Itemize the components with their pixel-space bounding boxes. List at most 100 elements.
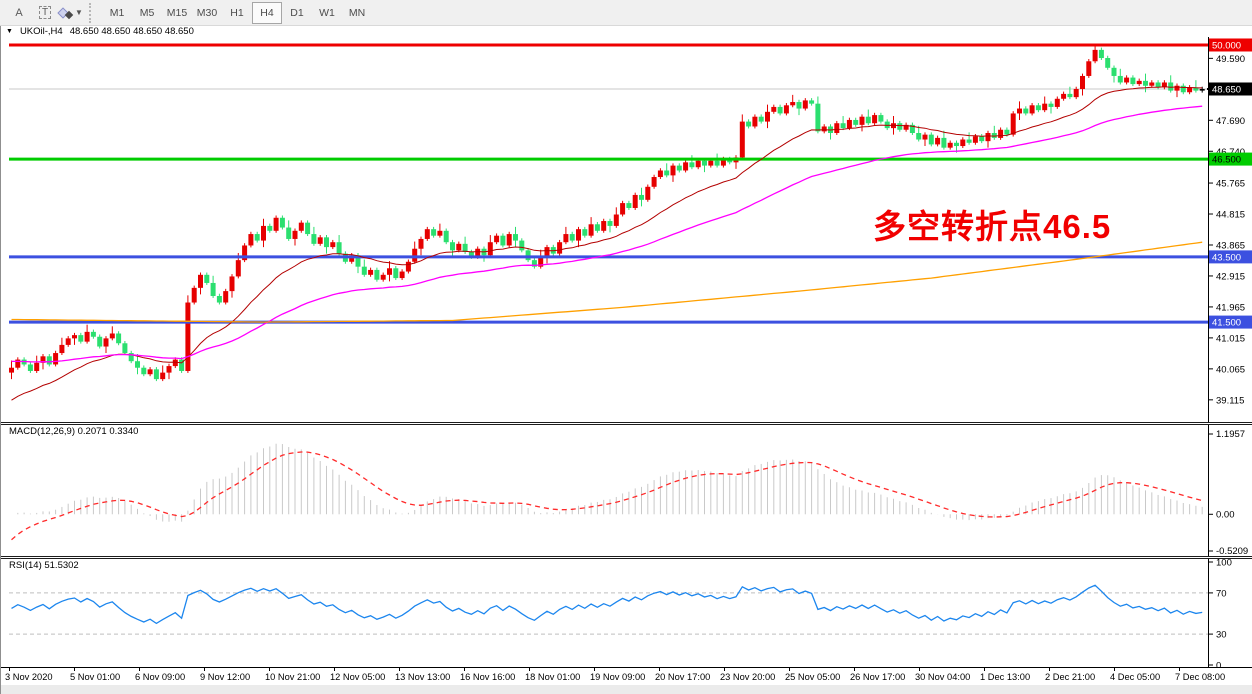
date-tick xyxy=(204,668,205,671)
price-tick-label: 43.865 xyxy=(1216,240,1245,251)
price-badge xyxy=(1209,152,1252,166)
date-tick xyxy=(659,668,660,671)
date-label: 23 Nov 20:00 xyxy=(720,672,776,682)
date-tick xyxy=(594,668,595,671)
date-tick xyxy=(74,668,75,671)
macd-pane: 1.1957 0.00 -0.5209 MACD(12,26,9) 0.2071 0… xyxy=(1,425,1252,556)
chevron-down-icon: ▼ xyxy=(75,8,83,17)
price-badge-label: 50.000 xyxy=(1212,40,1241,51)
price-tick-label: 45.765 xyxy=(1216,179,1245,190)
top-toolbar: A T ▼ M1 M5 M15 M30 H1 H4 D1 W1 MN xyxy=(0,0,1252,26)
rsi-pane: 100 70 30 0 RSI(14) 51.5302 xyxy=(1,559,1252,667)
date-label: 7 Dec 08:00 xyxy=(1175,672,1226,682)
date-tick xyxy=(529,668,530,671)
timeframe-h4-button[interactable]: H4 xyxy=(252,1,282,24)
date-label: 18 Nov 01:00 xyxy=(525,672,581,682)
date-label: 30 Nov 04:00 xyxy=(915,672,971,682)
price-tick-label: 46.740 xyxy=(1216,147,1245,158)
date-label: 1 Dec 13:00 xyxy=(980,672,1031,682)
price-tick-label: 42.915 xyxy=(1216,271,1245,282)
date-label: 3 Nov 2020 xyxy=(5,672,53,682)
candles-group xyxy=(9,45,1205,382)
timeframe-m5-button[interactable]: M5 xyxy=(139,6,155,19)
date-tick xyxy=(1114,668,1115,671)
date-label: 20 Nov 17:00 xyxy=(655,672,711,682)
rsi-tick-label: 100 xyxy=(1216,559,1232,569)
date-label: 25 Nov 05:00 xyxy=(785,672,841,682)
price-tick-label: 47.690 xyxy=(1216,116,1245,127)
macd-signal-line xyxy=(11,451,1203,541)
rsi-line xyxy=(11,584,1203,625)
date-tick xyxy=(854,668,855,671)
date-tick xyxy=(724,668,725,671)
date-label: 13 Nov 13:00 xyxy=(395,672,451,682)
text-box-icon: T xyxy=(38,6,52,19)
price-badge xyxy=(1209,82,1252,96)
date-label: 5 Nov 01:00 xyxy=(70,672,121,682)
text-label-tool-button[interactable]: T xyxy=(32,2,58,24)
ma-mid-line xyxy=(11,105,1203,363)
date-tick xyxy=(919,668,920,671)
date-tick xyxy=(1049,668,1050,671)
date-tick xyxy=(269,668,270,671)
main-price-chart[interactable]: 49.590 47.690 46.740 45.765 44.815 43.865 42.9… xyxy=(1,37,1252,422)
date-label: 4 Dec 05:00 xyxy=(1110,672,1161,682)
timeframe-m1-button[interactable]: M1 xyxy=(109,6,125,19)
shapes-tool-button[interactable]: ▼ xyxy=(57,2,84,24)
main-chart-pane: 49.590 47.690 46.740 45.765 44.815 43.865 42.9… xyxy=(1,37,1252,422)
rsi-tick-label: 0 xyxy=(1216,661,1221,668)
panel-separator-2[interactable] xyxy=(1,556,1252,559)
date-tick xyxy=(9,668,10,671)
text-tool-icon: A xyxy=(15,6,23,19)
timeframe-d1-button[interactable]: D1 xyxy=(290,6,304,19)
macd-panel[interactable]: 1.1957 0.00 -0.5209 xyxy=(1,425,1252,556)
price-badge-label: 43.500 xyxy=(1212,252,1241,263)
arrow-text-tool-button[interactable]: A xyxy=(6,2,32,24)
price-tick-label: 49.590 xyxy=(1216,54,1245,65)
date-tick xyxy=(984,668,985,671)
date-tick xyxy=(399,668,400,671)
macd-histogram xyxy=(17,443,1203,522)
date-label: 9 Nov 12:00 xyxy=(200,672,251,682)
price-tick-label: 44.815 xyxy=(1216,210,1245,221)
timeframe-m15-button[interactable]: M15 xyxy=(166,6,188,19)
price-badge-label: 48.650 xyxy=(1212,84,1241,95)
date-tick xyxy=(139,668,140,671)
panel-separator[interactable] xyxy=(1,422,1252,425)
date-label: 26 Nov 17:00 xyxy=(850,672,906,682)
date-tick xyxy=(789,668,790,671)
date-label: 10 Nov 21:00 xyxy=(265,672,321,682)
price-badge-label: 46.500 xyxy=(1212,155,1241,166)
date-label: 2 Dec 21:00 xyxy=(1045,672,1096,682)
price-badge xyxy=(1209,250,1252,264)
timeframe-mn-button[interactable]: MN xyxy=(348,6,366,19)
timeframe-m30-button[interactable]: M30 xyxy=(196,6,218,19)
timeframe-w1-button[interactable]: W1 xyxy=(319,6,335,19)
date-label: 6 Nov 09:00 xyxy=(135,672,186,682)
price-tick-label: 41.965 xyxy=(1216,302,1245,313)
chart-title-bar: ▼ UKOil-,H4 48.650 48.650 48.650 48.650 xyxy=(1,26,1252,37)
date-label: 12 Nov 05:00 xyxy=(330,672,386,682)
ma-fast-line xyxy=(11,86,1203,401)
price-tick-label: 40.065 xyxy=(1216,364,1245,375)
price-tick-label: 41.015 xyxy=(1216,333,1245,344)
date-axis[interactable]: 3 Nov 2020 5 Nov 01:00 6 Nov 09:00 9 Nov 12… xyxy=(1,667,1252,694)
rsi-tick-label: 70 xyxy=(1216,588,1227,599)
chart-frame: ▼ UKOil-,H4 48.650 48.650 48.650 48.650 … xyxy=(0,26,1252,694)
macd-tick-label: 0.00 xyxy=(1216,509,1235,520)
price-tick-label: 39.115 xyxy=(1216,395,1244,406)
ma-slow-line xyxy=(11,241,1203,323)
symbol-period-label: UKOil-,H4 xyxy=(19,26,63,37)
rsi-panel[interactable]: 100 70 30 0 xyxy=(1,559,1252,667)
price-badge xyxy=(1209,38,1252,52)
date-label: 16 Nov 16:00 xyxy=(460,672,516,682)
timeframe-h1-button[interactable]: H1 xyxy=(230,6,244,19)
price-badge xyxy=(1209,315,1252,329)
shapes-icon xyxy=(57,6,74,20)
symbol-dropdown-arrow[interactable]: ▼ xyxy=(6,28,13,35)
rsi-tick-label: 30 xyxy=(1216,630,1227,641)
macd-tick-label: 1.1957 xyxy=(1216,429,1245,440)
date-tick xyxy=(1179,668,1180,671)
price-badge-label: 41.500 xyxy=(1212,318,1241,329)
